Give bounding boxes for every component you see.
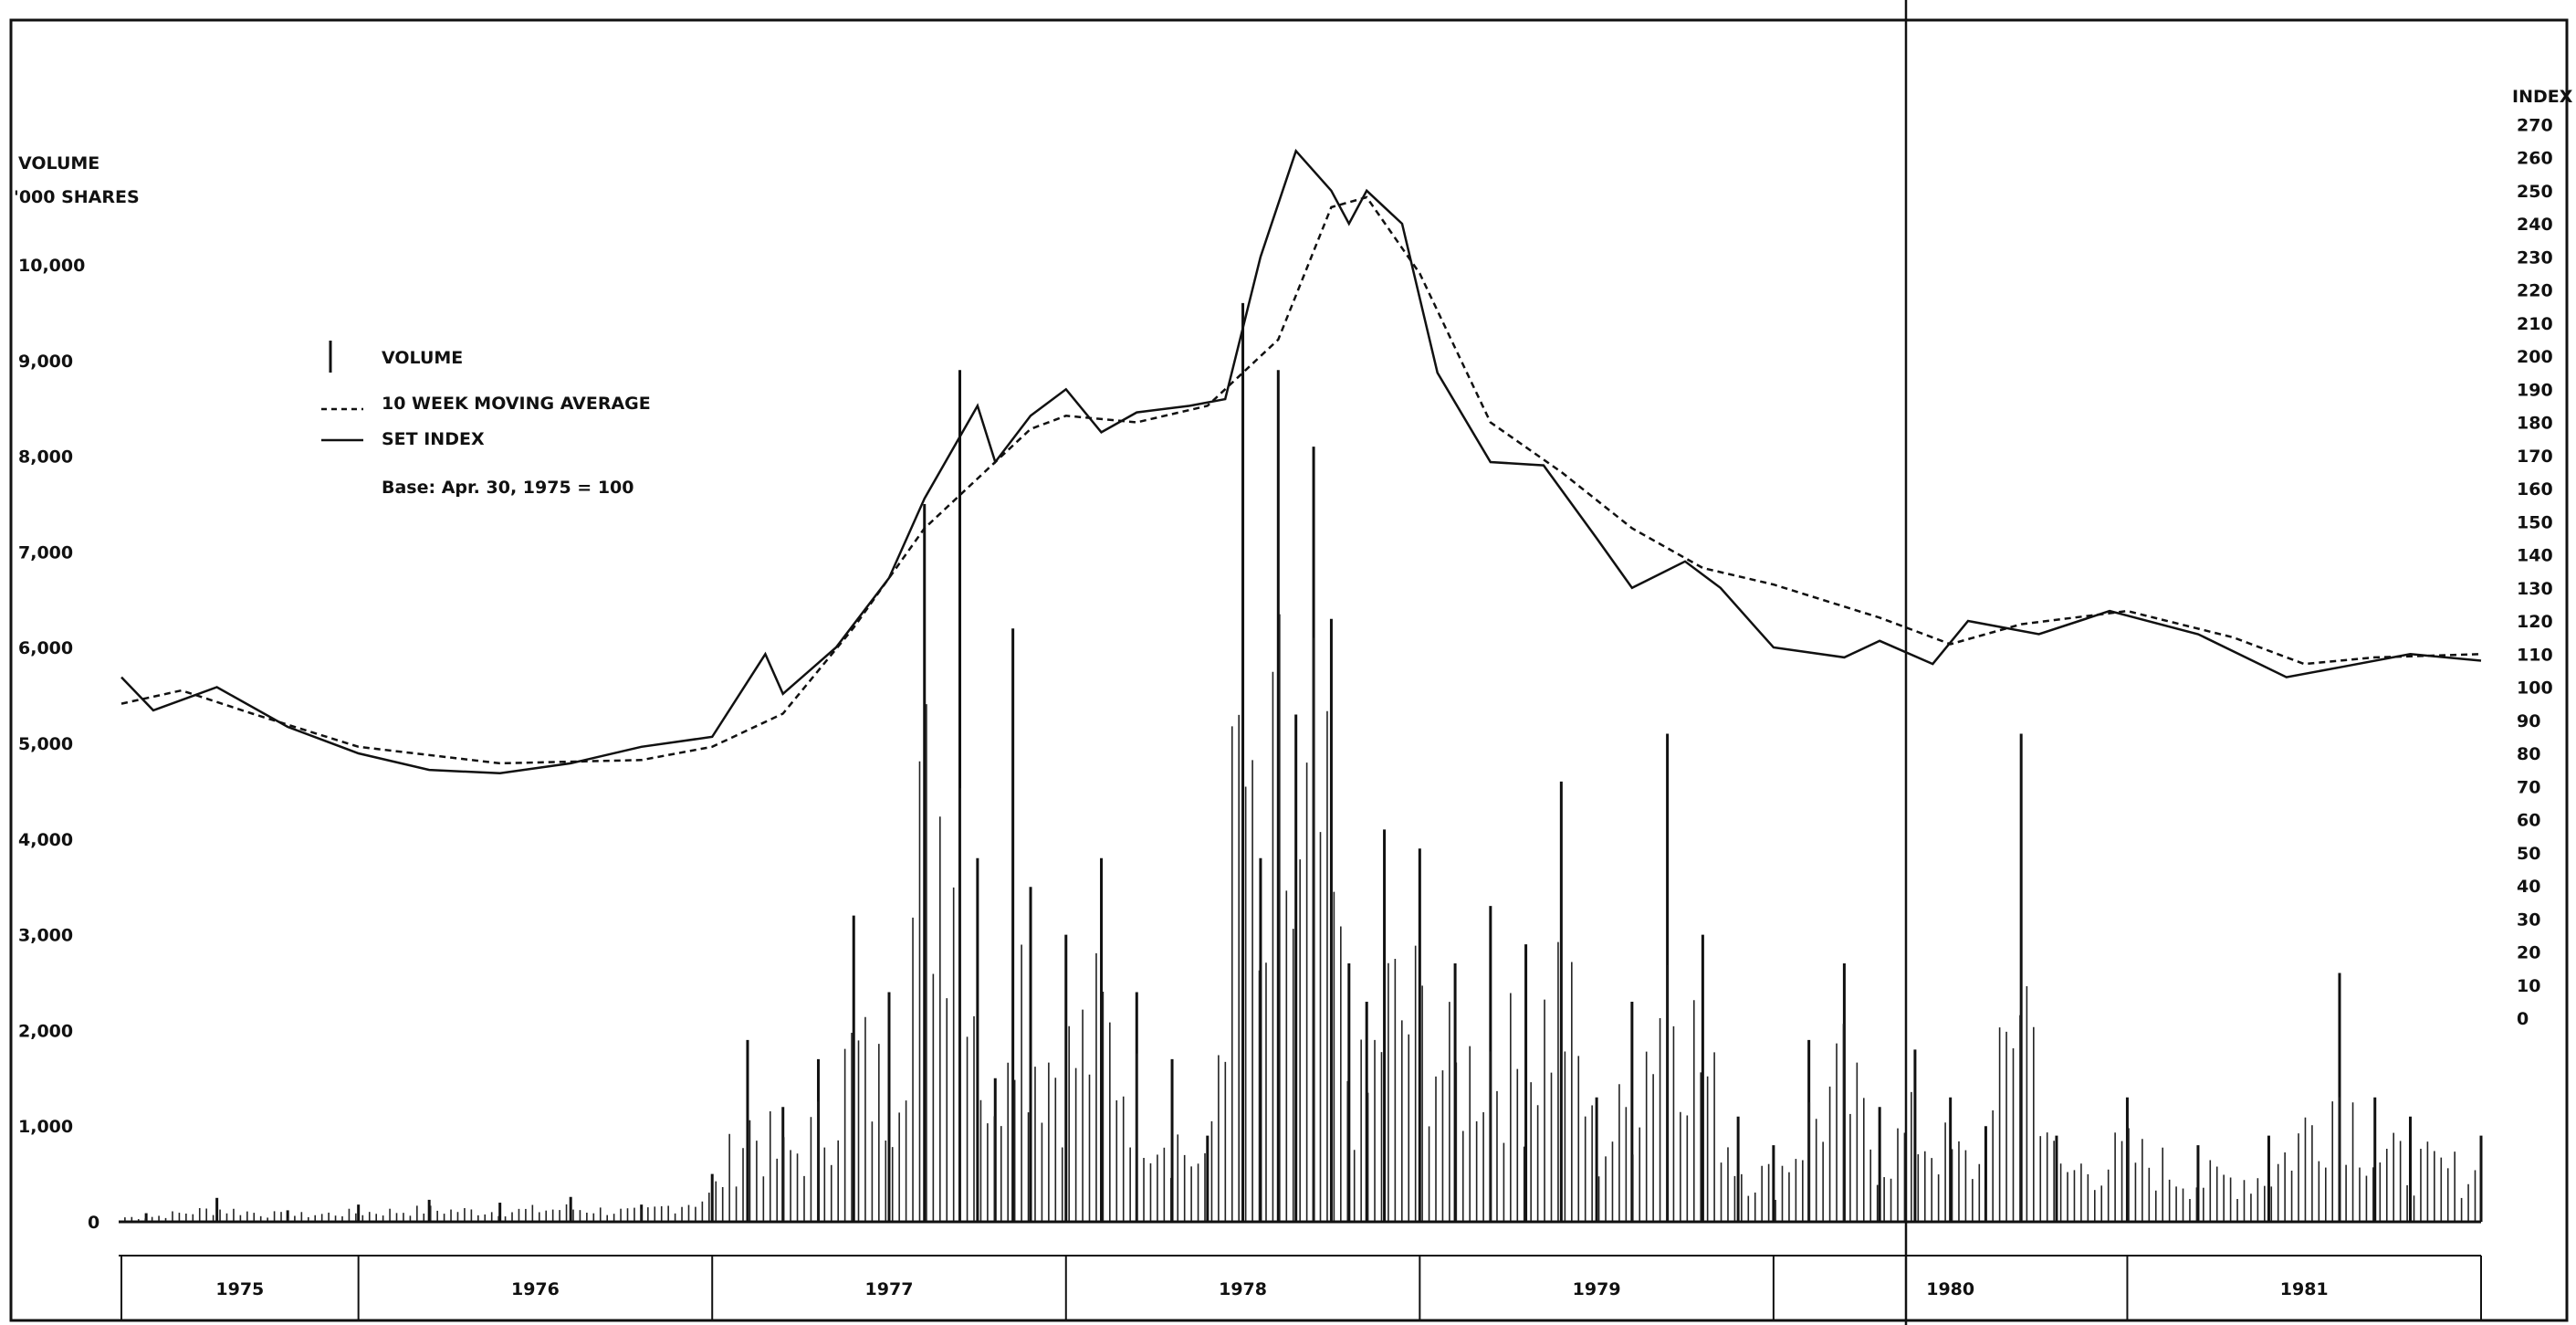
right-tick-label: 130 [2517, 579, 2553, 599]
left-tick-label: 10,000 [18, 256, 85, 276]
right-tick-label: 200 [2517, 347, 2553, 367]
right-tick-label: 110 [2517, 645, 2553, 665]
right-tick-label: 210 [2517, 314, 2553, 334]
right-axis-title: INDEX [2512, 87, 2573, 107]
right-tick-label: 150 [2517, 512, 2553, 532]
year-label: 1979 [1573, 1279, 1621, 1299]
left-axis-title-line2: '000 SHARES [14, 187, 140, 207]
left-tick-label: 4,000 [18, 830, 73, 850]
volume-bars [124, 302, 2483, 1222]
left-tick-label: 5,000 [18, 734, 73, 754]
year-label: 1975 [215, 1279, 264, 1299]
legend-moving-average-label: 10 WEEK MOVING AVERAGE [382, 394, 651, 414]
left-tick-label: 3,000 [18, 926, 73, 946]
set-index-line [120, 148, 2482, 775]
year-label: 1976 [511, 1279, 560, 1299]
left-tick-label: 2,000 [18, 1021, 73, 1041]
year-label: 1977 [865, 1279, 914, 1299]
left-tick-label: 6,000 [18, 638, 73, 658]
right-tick-label: 180 [2517, 414, 2553, 434]
left-tick-label: 9,000 [18, 352, 73, 372]
right-tick-label: 120 [2517, 612, 2553, 632]
year-boxes: 1975 1976 1977 1978 1979 1980 1981 [120, 1256, 2482, 1320]
right-tick-label: 60 [2517, 811, 2540, 831]
right-tick-label: 270 [2517, 115, 2553, 135]
right-tick-label: 80 [2517, 744, 2540, 764]
year-label: 1980 [1926, 1279, 1974, 1299]
right-tick-label: 190 [2517, 380, 2553, 400]
right-tick-label: 70 [2517, 777, 2540, 797]
right-tick-label: 50 [2517, 844, 2540, 864]
year-label: 1981 [2280, 1279, 2329, 1299]
legend-set-index-label: SET INDEX [382, 429, 485, 449]
right-tick-label: 160 [2517, 479, 2553, 500]
right-tick-label: 0 [2517, 1009, 2529, 1029]
right-tick-label: 140 [2517, 546, 2553, 566]
right-tick-label: 20 [2517, 943, 2540, 963]
right-tick-label: 170 [2517, 447, 2553, 467]
chart-frame [9, 18, 2569, 1322]
right-tick-label: 90 [2517, 711, 2540, 731]
left-tick-label: 8,000 [18, 447, 73, 468]
left-tick-label: 0 [88, 1213, 99, 1233]
legend-base-note: Base: Apr. 30, 1975 = 100 [382, 478, 634, 498]
right-axis-ticks: 0 10 20 30 40 50 60 70 80 90 100 110 120 130 140 150 160… [2517, 115, 2553, 1029]
legend-volume-label: VOLUME [382, 348, 463, 368]
right-tick-label: 230 [2517, 247, 2553, 268]
right-tick-label: 40 [2517, 877, 2540, 897]
left-tick-label: 1,000 [18, 1117, 73, 1137]
right-tick-label: 250 [2517, 182, 2553, 202]
right-tick-label: 240 [2517, 215, 2553, 235]
right-tick-label: 30 [2517, 910, 2540, 930]
year-label: 1978 [1219, 1279, 1267, 1299]
right-tick-label: 10 [2517, 976, 2540, 996]
legend: VOLUME 10 WEEK MOVING AVERAGE SET INDEX … [321, 341, 651, 498]
left-axis-title-line1: VOLUME [18, 153, 99, 174]
right-tick-label: 260 [2517, 149, 2553, 169]
right-tick-label: 100 [2517, 678, 2553, 699]
left-tick-label: 7,000 [18, 542, 73, 563]
right-tick-label: 220 [2517, 281, 2553, 301]
left-axis-ticks: 0 1,000 2,000 3,000 4,000 5,000 6,000 7,000 8,00… [18, 256, 99, 1233]
